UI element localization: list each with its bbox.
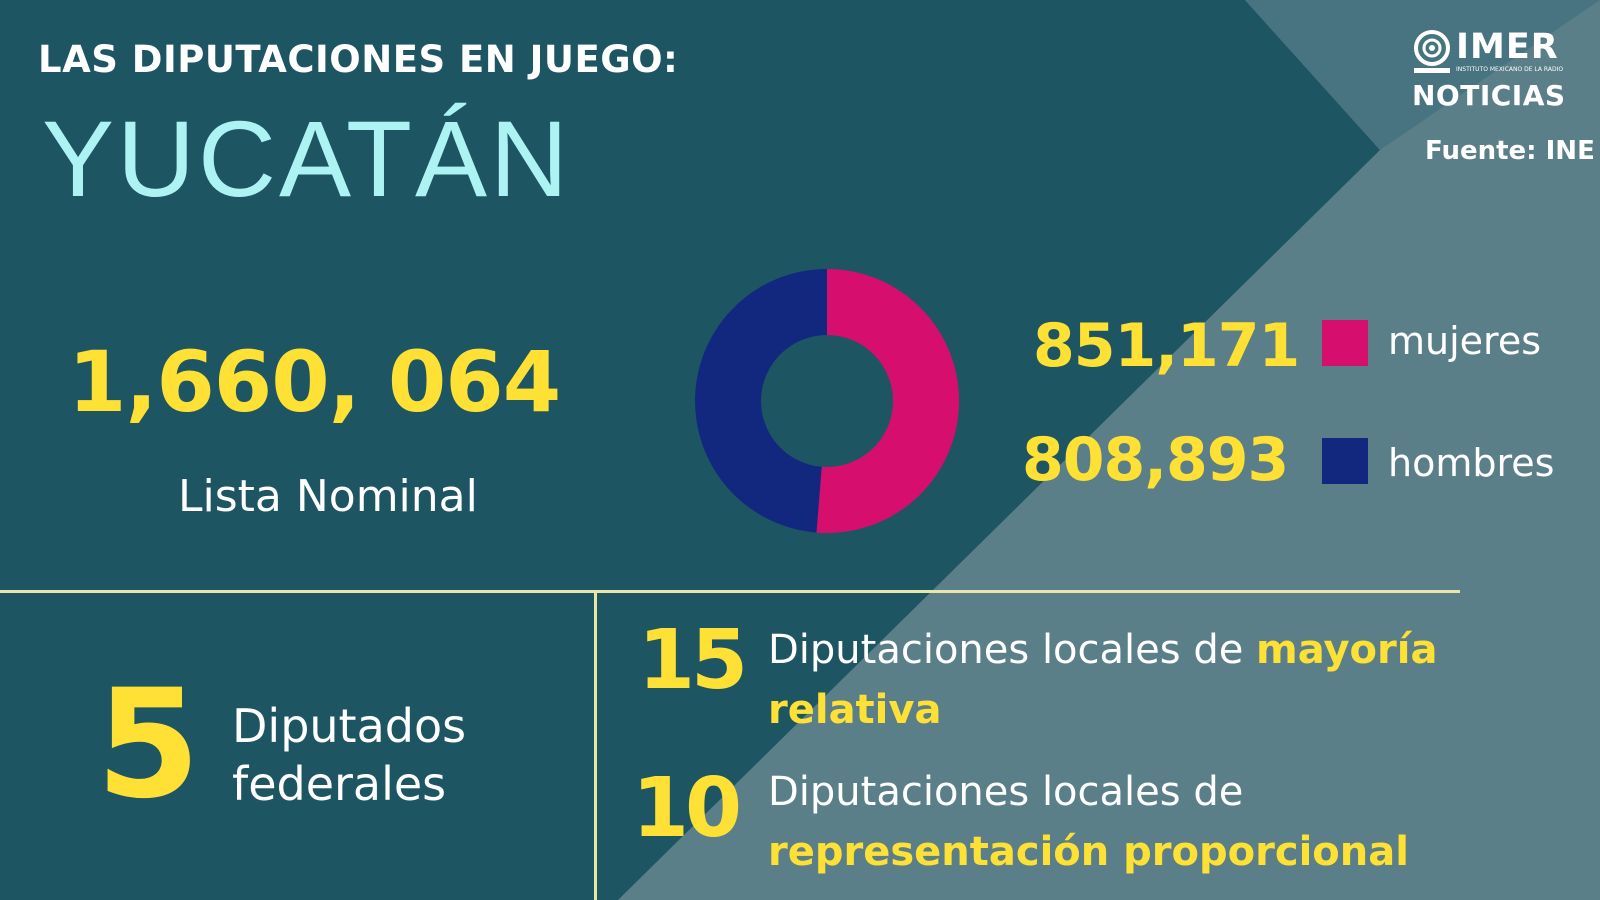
mayoria-relativa-count: 15: [638, 613, 748, 708]
representacion-proporcional-label: Diputaciones locales de representación p…: [768, 762, 1409, 882]
legend-label-hombres: hombres: [1388, 441, 1555, 485]
legend-swatch-hombres: [1322, 438, 1368, 484]
mayoria-relativa-highlight-2: relativa: [768, 687, 942, 733]
logo-noticias-text: NOTICIAS: [1412, 79, 1566, 112]
representacion-proporcional-highlight: representación proporcional: [768, 829, 1409, 875]
donut-slice-mujeres: [816, 269, 959, 533]
imer-radio-icon: [1414, 30, 1450, 73]
state-title: YUCATÁN: [42, 98, 572, 219]
source-label: Fuente: INE: [1425, 136, 1595, 166]
diputados-federales-label: Diputados federales: [232, 698, 466, 813]
imer-logo: IMER INSTITUTO MEXICANO DE LA RADIO NOTI…: [1412, 30, 1572, 120]
gender-donut-chart: [694, 269, 959, 533]
diputados-federales-count: 5: [96, 658, 201, 832]
logo-imer-text: IMER: [1456, 27, 1559, 67]
representacion-proporcional-text: Diputaciones locales de: [768, 769, 1244, 815]
hombres-value: 808,893: [1022, 425, 1289, 495]
representacion-proporcional-count: 10: [632, 761, 742, 856]
header-kicker: LAS DIPUTACIONES EN JUEGO:: [38, 38, 679, 81]
mayoria-relativa-text: Diputaciones locales de: [768, 627, 1244, 673]
donut-slice-hombres: [694, 269, 827, 533]
federales-label-line2: federales: [232, 756, 447, 811]
federales-label-line1: Diputados: [232, 699, 467, 753]
lista-nominal-label: Lista Nominal: [178, 471, 478, 522]
vertical-divider: [594, 590, 597, 900]
mujeres-value: 851,171: [1033, 311, 1300, 381]
legend-label-mujeres: mujeres: [1388, 319, 1542, 363]
logo-subtitle: INSTITUTO MEXICANO DE LA RADIO: [1456, 66, 1564, 73]
mayoria-relativa-highlight-1: mayoría: [1256, 627, 1438, 673]
mayoria-relativa-label: Diputaciones locales de mayoría relativa: [768, 620, 1437, 740]
legend-swatch-mujeres: [1322, 320, 1368, 366]
horizontal-divider: [0, 590, 1460, 593]
lista-nominal-value: 1,660, 064: [68, 333, 561, 431]
